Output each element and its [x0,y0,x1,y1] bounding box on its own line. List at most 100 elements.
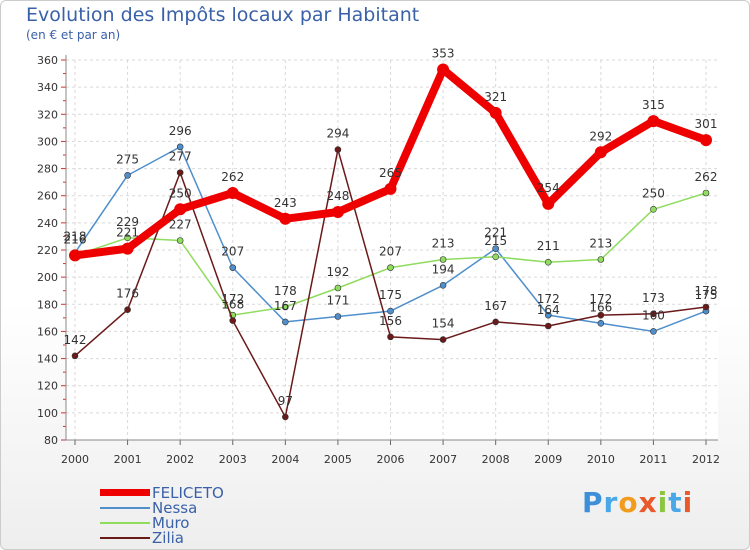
x-tick-label: 2002 [166,453,194,466]
legend-label-nessa: Nessa [152,499,198,517]
y-tick-label: 200 [37,271,58,284]
data-label-muro: 192 [326,265,349,279]
data-point-feliceto [69,249,81,262]
y-tick-label: 240 [37,217,58,230]
data-point-muro [124,234,131,242]
data-point-zilia [387,333,394,341]
x-tick-label: 2009 [534,453,562,466]
data-label-feliceto: 243 [274,196,297,210]
x-tick-label: 2006 [377,453,405,466]
data-label-nessa: 194 [432,262,455,276]
x-tick-label: 2012 [692,453,720,466]
data-label-feliceto: 301 [695,117,718,131]
x-tick-label: 2005 [324,453,352,466]
data-point-zilia [229,317,237,324]
data-point-nessa [282,318,289,326]
data-point-feliceto [331,206,344,218]
legend-label-muro: Muro [152,514,190,532]
data-label-feliceto: 315 [642,98,665,112]
y-tick-label: 260 [37,190,58,203]
axes: 80 100 120 140 160 180 200 220 240 260 280 300 320 34… [37,54,720,466]
data-label-muro: 178 [274,284,297,298]
data-point-feliceto [384,182,397,195]
data-point-feliceto [489,106,502,119]
data-label-feliceto: 321 [484,90,507,104]
data-point-muro [282,303,289,311]
data-point-muro [492,253,499,261]
data-label-zilia: 156 [379,314,402,328]
data-point-nessa [492,245,499,252]
data-point-muro [650,205,657,213]
data-point-zilia [282,413,289,421]
y-tick-label: 220 [37,244,58,257]
data-label-nessa: 275 [116,152,139,166]
data-label-feliceto: 250 [169,186,192,200]
legend-swatch-zilia [100,537,150,539]
data-point-feliceto [174,203,187,216]
legend-item-nessa: Nessa [100,499,300,517]
data-point-muro [544,258,552,266]
data-label-muro: 227 [169,218,192,232]
data-label-zilia: 277 [169,150,192,164]
proxiti-logo: Proxiti [582,486,694,519]
series-lines [69,63,712,421]
data-label-zilia: 294 [326,127,349,141]
data-point-zilia [702,303,710,311]
data-label-feliceto: 292 [589,129,612,143]
data-point-muro [176,237,184,244]
x-tick-label: 2011 [639,453,667,466]
data-label-feliceto: 353 [432,47,455,61]
data-label-feliceto: 216 [64,232,87,246]
data-point-zilia [597,311,605,319]
y-tick-label: 120 [37,380,58,393]
legend-label-feliceto: FELICETO [152,484,224,502]
data-label-zilia: 154 [432,317,455,331]
data-label-muro: 172 [221,292,244,306]
legend-item-zilia: Zilia [100,529,300,547]
data-point-feliceto [226,187,239,199]
data-label-nessa: 175 [695,288,718,302]
y-tick-label: 360 [37,54,58,67]
data-point-zilia [124,306,131,314]
data-point-zilia [176,169,184,176]
data-label-feliceto: 265 [379,166,402,180]
data-point-feliceto [121,242,134,255]
legend-label-zilia: Zilia [152,529,184,547]
data-point-nessa [439,281,447,289]
y-tick-label: 280 [37,163,58,176]
data-point-nessa [650,328,657,335]
data-label-nessa: 172 [537,292,560,306]
data-point-zilia [439,336,447,343]
x-tick-label: 2001 [114,453,142,466]
data-point-nessa [334,313,342,320]
data-label-nessa: 166 [589,300,612,314]
data-label-zilia: 178 [695,284,718,298]
y-tick-label: 140 [37,353,58,366]
data-point-nessa [544,311,552,319]
data-point-muro [334,284,342,292]
data-point-zilia [492,318,499,326]
data-point-muro [387,264,394,271]
data-point-feliceto [700,134,712,147]
y-tick-label: 80 [44,434,58,447]
data-label-feliceto: 248 [326,189,349,203]
data-label-muro: 213 [589,237,612,251]
data-label-zilia: 97 [278,394,293,408]
data-label-nessa: 218 [64,230,87,244]
legend-swatch-muro [100,522,150,524]
x-tick-label: 2008 [482,453,510,466]
data-point-feliceto [594,146,607,159]
data-point-feliceto [437,63,450,76]
data-label-zilia: 164 [537,303,560,317]
data-label-muro: 262 [695,170,718,184]
data-label-zilia: 142 [64,333,87,347]
y-tick-label: 180 [37,298,58,311]
y-tick-label: 300 [37,135,58,148]
data-point-nessa [387,307,394,315]
data-label-muro: 216 [64,232,87,246]
data-label-zilia: 173 [642,291,665,305]
data-point-zilia [71,352,79,360]
data-point-nessa [229,264,237,271]
x-tick-label: 2000 [61,453,89,466]
